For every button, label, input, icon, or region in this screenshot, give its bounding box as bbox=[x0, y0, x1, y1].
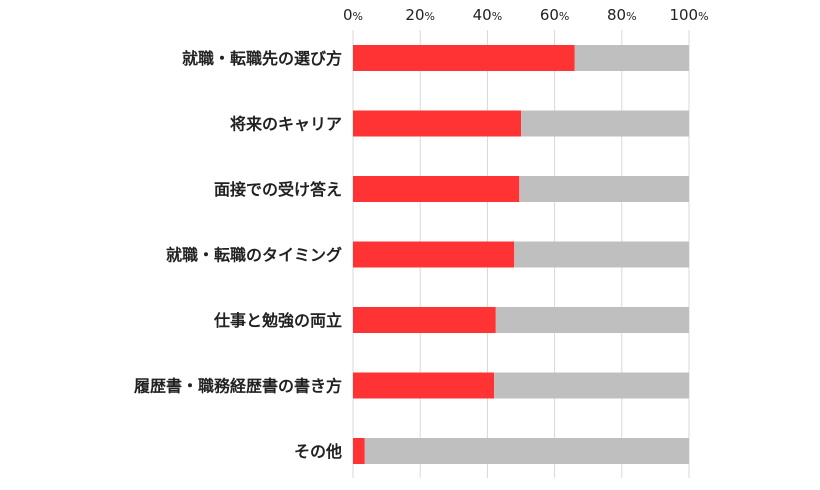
bar-remainder bbox=[364, 438, 689, 464]
category-label: 仕事と勉強の両立 bbox=[213, 311, 342, 330]
bar-remainder bbox=[514, 241, 689, 268]
category-label: 就職・転職先の選び方 bbox=[182, 49, 342, 68]
x-tick-number: 0 bbox=[343, 6, 353, 24]
bar-remainder bbox=[494, 372, 689, 399]
bar-value bbox=[353, 241, 515, 268]
bar-value bbox=[353, 372, 495, 399]
bar-value bbox=[353, 307, 496, 333]
bar-remainder bbox=[521, 110, 689, 137]
category-label: 就職・転職のタイミング bbox=[166, 246, 342, 265]
bars bbox=[353, 45, 689, 464]
bar-remainder bbox=[574, 45, 689, 71]
category-labels: 就職・転職先の選び方将来のキャリア面接での受け答え就職・転職のタイミング仕事と勉… bbox=[134, 49, 342, 461]
x-tick-number: 20 bbox=[405, 6, 424, 24]
x-tick-label: 60% bbox=[540, 6, 570, 24]
bar-value bbox=[353, 176, 520, 202]
x-tick-unit: % bbox=[626, 10, 636, 23]
x-tick-number: 80 bbox=[607, 6, 626, 24]
category-label: 履歴書・職務経歴書の書き方 bbox=[134, 377, 342, 396]
x-tick-label: 40% bbox=[473, 6, 503, 24]
x-tick-unit: % bbox=[425, 10, 435, 23]
x-tick-unit: % bbox=[353, 10, 363, 23]
x-tick-unit: % bbox=[698, 10, 708, 23]
x-tick-label: 20% bbox=[405, 6, 435, 24]
x-tick-number: 100 bbox=[669, 6, 698, 24]
bar-remainder bbox=[519, 176, 689, 202]
x-tick-label: 0% bbox=[343, 6, 363, 24]
bar-remainder bbox=[495, 307, 689, 333]
bar-value bbox=[353, 110, 521, 137]
x-tick-number: 60 bbox=[540, 6, 559, 24]
x-tick-unit: % bbox=[559, 10, 569, 23]
x-tick-label: 80% bbox=[607, 6, 637, 24]
category-label: 面接での受け答え bbox=[214, 180, 342, 199]
bar-value bbox=[353, 438, 365, 464]
bar-value bbox=[353, 45, 575, 71]
x-axis-ticks: 0% 20% 40% 60% 80% 100% bbox=[343, 6, 709, 24]
category-label: その他 bbox=[294, 442, 342, 461]
x-tick-number: 40 bbox=[473, 6, 492, 24]
x-tick-unit: % bbox=[492, 10, 502, 23]
x-tick-label: 100% bbox=[669, 6, 708, 24]
category-label: 将来のキャリア bbox=[230, 115, 342, 134]
